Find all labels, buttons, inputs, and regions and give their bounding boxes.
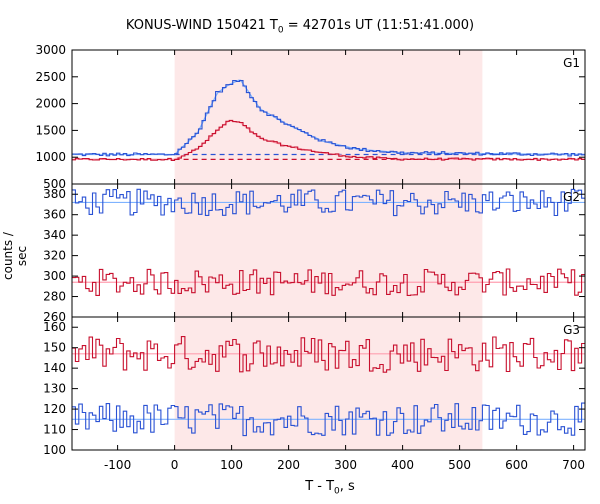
- series-red-step: [72, 119, 585, 161]
- x-tick-label: 600: [505, 458, 528, 472]
- y-axis-label: counts / sec: [1, 232, 29, 280]
- y-tick-label: 280: [43, 290, 66, 304]
- y-tick-label: 140: [43, 361, 66, 375]
- x-tick-label: 200: [277, 458, 300, 472]
- y-tick-label: 1500: [35, 123, 66, 137]
- x-tick-label: 400: [391, 458, 414, 472]
- y-tick-label: 3000: [35, 43, 66, 57]
- y-tick-label: 100: [43, 443, 66, 457]
- x-tick-label: 0: [171, 458, 179, 472]
- y-tick-label: 360: [43, 208, 66, 222]
- y-tick-label: 120: [43, 402, 66, 416]
- y-tick-label: 1000: [35, 150, 66, 164]
- chart-title: KONUS-WIND 150421 T0 = 42701s UT (11:51:…: [125, 18, 475, 36]
- panel-label-g3: G3: [563, 323, 580, 337]
- series-blue-step: [72, 402, 585, 437]
- series-blue-step: [72, 80, 585, 157]
- y-tick-label: 500: [43, 177, 66, 191]
- series-red-step: [72, 336, 585, 373]
- x-tick-label: 300: [334, 458, 357, 472]
- y-tick-label: 380: [43, 187, 66, 201]
- panel-label-g2: G2: [563, 190, 580, 204]
- y-tick-label: 160: [43, 320, 66, 334]
- series-blue-step: [72, 188, 585, 217]
- highlight-band: [174, 50, 483, 450]
- y-tick-label: 130: [43, 382, 66, 396]
- panel-frame: [71, 316, 586, 451]
- series-red-step: [72, 268, 585, 296]
- y-tick-label: 2500: [35, 70, 66, 84]
- x-tick-label: 500: [448, 458, 471, 472]
- y-tick-label: 340: [43, 228, 66, 242]
- y-tick-label: 150: [43, 341, 66, 355]
- y-tick-label: 110: [43, 423, 66, 437]
- x-tick-label: 700: [562, 458, 585, 472]
- panel-label-g1: G1: [563, 56, 580, 70]
- x-tick-label: -100: [104, 458, 131, 472]
- y-tick-label: 320: [43, 249, 66, 263]
- x-axis-label: T - T0, s: [305, 479, 355, 497]
- y-tick-label: 300: [43, 269, 66, 283]
- x-tick-label: 100: [220, 458, 243, 472]
- y-tick-label: 2000: [35, 97, 66, 111]
- y-tick-label: 260: [43, 310, 66, 324]
